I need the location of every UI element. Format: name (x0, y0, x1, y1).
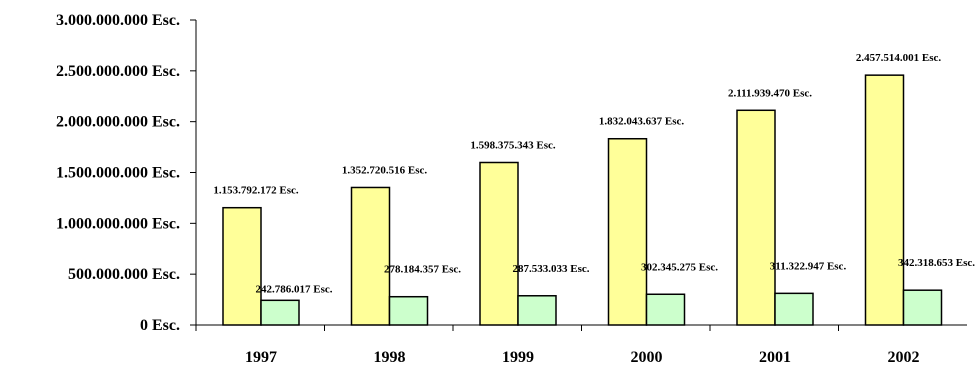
data-label-1998-series-1: 1.352.720.516 Esc. (342, 164, 428, 176)
data-label-1998-series-2: 278.184.357 Esc. (384, 264, 461, 276)
bar-2000-series-1 (607, 137, 648, 326)
data-label-1997-series-1: 1.153.792.172 Esc. (213, 185, 299, 197)
bar-1998-series-2 (388, 295, 429, 326)
bar-1998-series-1 (350, 186, 391, 326)
data-label-2001-series-2: 311.322.947 Esc. (770, 260, 847, 272)
bars (222, 74, 943, 326)
bar-1999-series-1 (479, 161, 519, 326)
data-label-2001-series-1: 2.111.939.470 Esc. (728, 87, 812, 99)
bar-2000-series-2 (645, 293, 686, 326)
bar-2002-series-1 (864, 74, 905, 326)
bar-1997-series-2 (260, 299, 300, 326)
bar-2002-series-2 (902, 289, 943, 326)
x-tick-label: 2000 (631, 349, 663, 366)
data-label-1997-series-2: 242.786.017 Esc. (256, 283, 333, 295)
data-label-2000-series-1: 1.832.043.637 Esc. (599, 116, 685, 128)
y-tick-label: 3.000.000.000 Esc. (56, 12, 180, 29)
y-tick-label: 500.000.000 Esc. (68, 266, 180, 283)
bar-2001-series-1 (736, 109, 776, 326)
x-axis: 1997 1998 1999 2000 2001 2002 (195, 324, 967, 366)
y-tick-label: 1.000.000.000 Esc. (56, 215, 180, 232)
data-label-2002-series-2: 342.318.653 Esc. (898, 257, 975, 269)
data-label-1999-series-1: 1.598.375.343 Esc. (470, 139, 556, 151)
data-label-1999-series-2: 287.533.033 Esc. (513, 263, 590, 275)
y-tick-label: 2.500.000.000 Esc. (56, 63, 180, 80)
bar-1997-series-1 (222, 206, 262, 326)
x-tick-label: 1998 (374, 349, 406, 366)
y-tick-label: 0 Esc. (140, 317, 180, 334)
x-tick-label: 2001 (759, 349, 791, 366)
data-label-2000-series-2: 302.345.275 Esc. (641, 261, 718, 273)
x-tick-label: 1997 (245, 349, 277, 366)
y-tick-label: 2.000.000.000 Esc. (56, 114, 180, 131)
bar-2001-series-2 (774, 292, 814, 326)
y-axis: 0 Esc. 500.000.000 Esc. 1.000.000.000 Esc.… (56, 12, 197, 334)
data-labels: 1.153.792.172 Esc. 242.786.017 Esc. 1.352.… (213, 52, 975, 295)
x-tick-label: 1999 (502, 349, 534, 366)
data-label-2002-series-1: 2.457.514.001 Esc. (856, 52, 942, 64)
bar-1999-series-2 (517, 295, 557, 326)
y-tick-label: 1.500.000.000 Esc. (56, 165, 180, 182)
x-tick-label: 2002 (888, 349, 920, 366)
